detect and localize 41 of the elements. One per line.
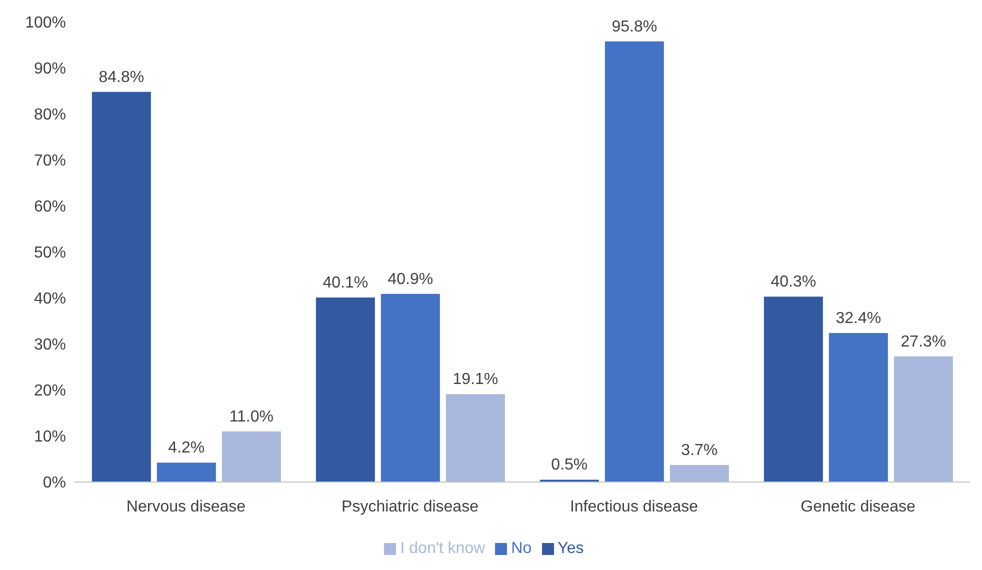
data-label: 84.8%	[98, 68, 144, 86]
y-tick-label: 40%	[34, 290, 66, 308]
y-tick-label: 80%	[34, 106, 66, 124]
y-tick-label: 100%	[25, 14, 66, 32]
bar	[380, 294, 440, 482]
data-label: 3.7%	[681, 442, 718, 459]
bar	[764, 296, 823, 482]
bar	[316, 298, 375, 482]
bar	[222, 431, 281, 482]
data-label: 0.5%	[551, 456, 588, 474]
legend-label: Yes	[558, 540, 584, 557]
x-tick-label: Infectious disease	[570, 498, 698, 516]
y-tick-label: 10%	[34, 428, 66, 446]
data-label: 32.4%	[836, 310, 882, 327]
y-tick-label: 20%	[34, 382, 66, 400]
y-tick-label: 30%	[34, 336, 66, 354]
data-label: 4.2%	[168, 440, 205, 457]
bar	[894, 356, 953, 482]
x-tick-label: Psychiatric disease	[342, 498, 479, 516]
y-tick-label: 60%	[34, 198, 66, 216]
data-label: 40.9%	[388, 270, 434, 288]
data-label: 27.3%	[900, 333, 946, 350]
y-tick-label: 50%	[34, 244, 66, 262]
data-label: 11.0%	[229, 408, 274, 426]
x-tick-label: Genetic disease	[800, 498, 916, 516]
data-label: 19.1%	[452, 371, 498, 388]
bar	[604, 41, 664, 482]
bar	[828, 332, 888, 482]
x-tick-label: Nervous disease	[126, 498, 246, 516]
legend-label: No	[511, 540, 532, 557]
legend-label: I don't know	[400, 540, 486, 557]
y-tick-label: 70%	[34, 152, 66, 170]
data-label: 95.8%	[612, 18, 658, 36]
bar	[156, 462, 216, 482]
data-label: 40.1%	[322, 274, 368, 292]
y-tick-label: 90%	[34, 60, 66, 78]
bar	[446, 394, 505, 482]
bar	[92, 92, 151, 482]
bar	[670, 464, 729, 482]
data-label: 40.3%	[770, 274, 816, 291]
y-tick-label: 0%	[42, 474, 66, 492]
